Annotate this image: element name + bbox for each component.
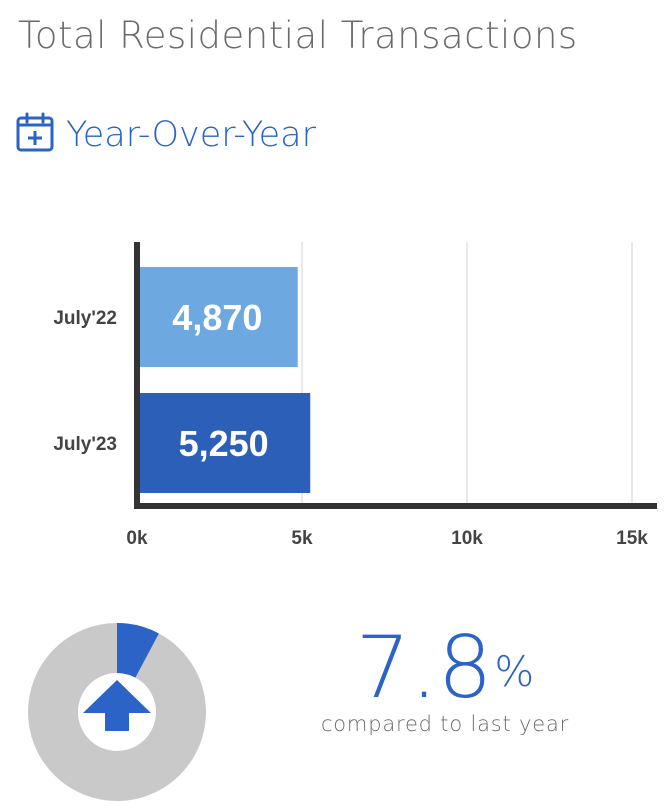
- x-tick-label: 5k: [291, 528, 313, 549]
- calendar-plus-icon: [16, 112, 54, 157]
- bar: [137, 393, 311, 493]
- change-summary: 7.8% compared to last year: [290, 622, 600, 736]
- bar: [137, 267, 298, 367]
- x-tick-label: 10k: [451, 528, 483, 549]
- data-label: 4,870: [172, 297, 262, 338]
- page-title: Total Residential Transactions: [18, 14, 578, 57]
- bar-chart: 4,870 July'22 5,250 July'23 0k 5k 10k 15k: [53, 242, 657, 549]
- x-tick-label: 0k: [126, 528, 148, 549]
- section-title: Year-Over-Year: [66, 114, 316, 155]
- section-header: Year-Over-Year: [16, 112, 316, 157]
- change-value: 7.8%: [355, 618, 535, 718]
- category-label: July'22: [53, 308, 117, 329]
- change-caption: compared to last year: [320, 712, 570, 736]
- x-tick-label: 15k: [616, 528, 648, 549]
- data-label: 5,250: [179, 423, 269, 464]
- arrow-up-icon: [83, 680, 151, 731]
- percent-sign: %: [494, 647, 535, 696]
- category-label: July'23: [53, 434, 117, 455]
- change-donut: [28, 623, 206, 801]
- donut-fill: [115, 623, 159, 679]
